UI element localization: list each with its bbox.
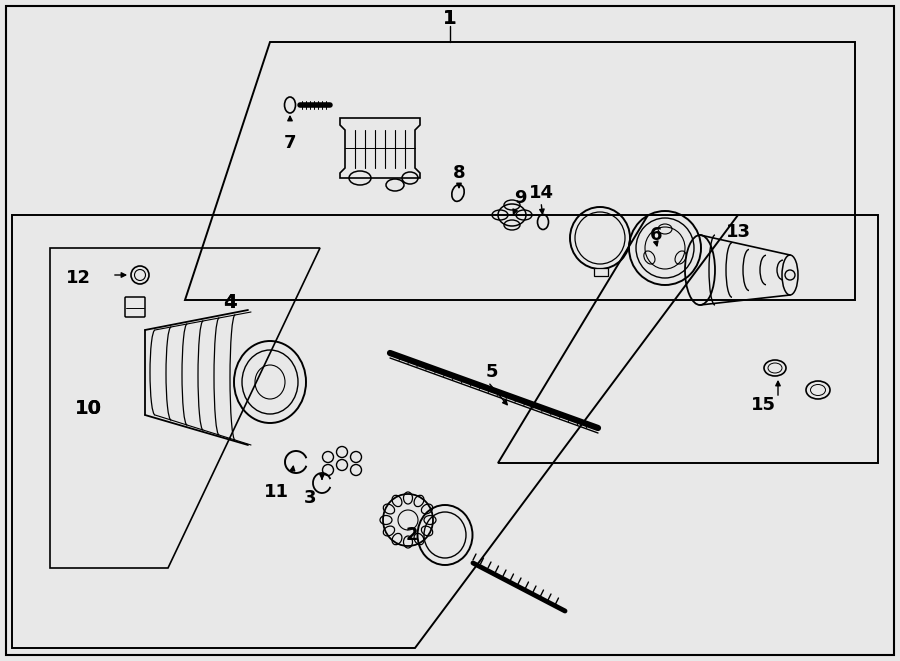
Text: 10: 10	[75, 399, 102, 418]
Text: 10: 10	[75, 399, 102, 418]
Text: 4: 4	[223, 293, 237, 313]
FancyBboxPatch shape	[125, 297, 145, 317]
Text: 1: 1	[443, 9, 457, 28]
Text: 1: 1	[443, 9, 457, 28]
Text: 8: 8	[453, 164, 465, 182]
Text: 14: 14	[528, 184, 554, 202]
Text: 5: 5	[486, 363, 499, 381]
Text: 9: 9	[514, 189, 526, 207]
Bar	[594, 268, 608, 276]
Text: 12: 12	[66, 269, 91, 287]
Text: 2: 2	[406, 526, 419, 544]
Text: 6: 6	[650, 226, 662, 244]
Text: 15: 15	[751, 396, 776, 414]
Text: 13: 13	[725, 223, 751, 241]
Text: 11: 11	[264, 483, 289, 501]
Text: 7: 7	[284, 134, 296, 152]
Text: 3: 3	[304, 489, 316, 507]
Text: 4: 4	[223, 293, 237, 313]
